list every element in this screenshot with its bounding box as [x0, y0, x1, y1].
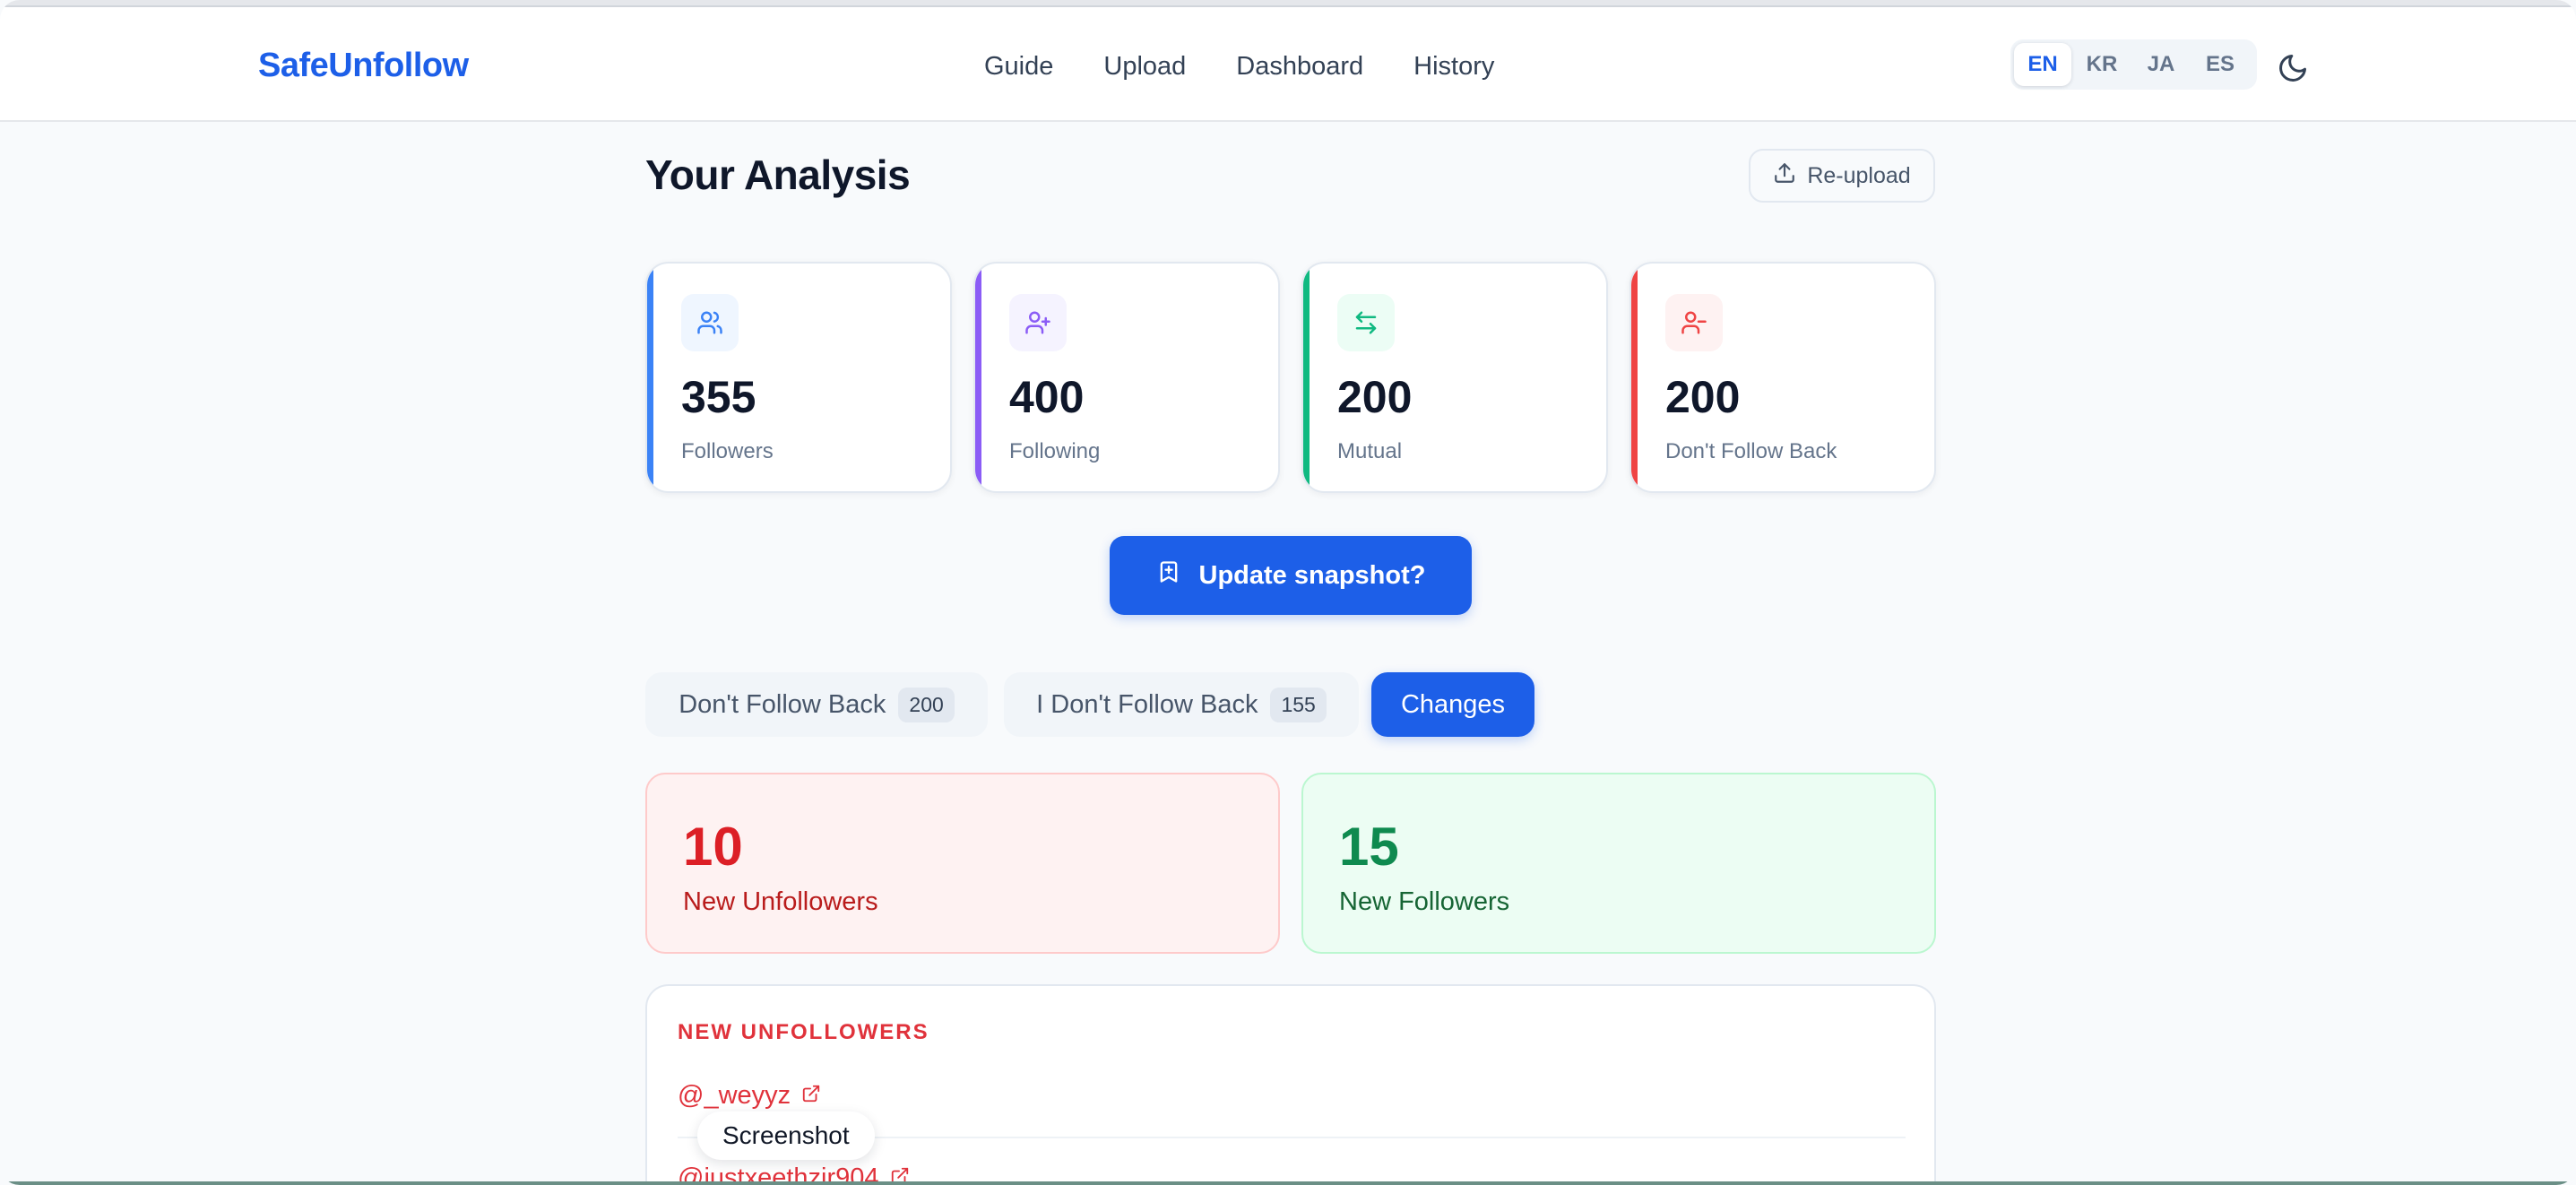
user-plus-icon [1009, 294, 1067, 351]
new-followers-card: 15 New Followers [1301, 773, 1936, 954]
nav-upload[interactable]: Upload [1103, 52, 1187, 81]
following-count: 400 [1009, 372, 1085, 422]
lang-es-button[interactable]: ES [2205, 52, 2235, 76]
tab-count-badge: 200 [898, 687, 955, 722]
arrows-swap-icon [1337, 294, 1395, 351]
lang-kr-button[interactable]: KR [2086, 52, 2118, 76]
update-snapshot-button[interactable]: Update snapshot? [1110, 536, 1472, 615]
followers-count: 355 [681, 372, 756, 422]
tab-changes[interactable]: Changes [1371, 672, 1534, 737]
upload-icon [1773, 161, 1796, 191]
tab-dont-follow-back[interactable]: Don't Follow Back 200 [645, 672, 988, 737]
user-minus-icon [1665, 294, 1723, 351]
reupload-label: Re-upload [1807, 162, 1911, 188]
tab-i-dont-follow-back[interactable]: I Don't Follow Back 155 [1004, 672, 1359, 737]
following-label: Following [1009, 439, 1101, 463]
list-heading: NEW UNFOLLOWERS [678, 1020, 929, 1044]
nav-history[interactable]: History [1413, 52, 1495, 81]
brand-logo[interactable]: SafeUnfollow [258, 47, 469, 84]
stat-card-dont-follow-back: 200 Don't Follow Back [1629, 262, 1936, 493]
stat-card-mutual: 200 Mutual [1301, 262, 1608, 493]
new-unfollowers-label: New Unfollowers [683, 887, 878, 916]
followers-label: Followers [681, 439, 774, 463]
tab-label: I Don't Follow Back [1036, 689, 1258, 719]
nav-dashboard[interactable]: Dashboard [1236, 52, 1364, 81]
moon-icon[interactable] [2277, 52, 2309, 84]
new-unfollowers-card: 10 New Unfollowers [645, 773, 1280, 954]
username-link[interactable]: @_weyyz [678, 1081, 791, 1110]
list-divider [678, 1137, 1906, 1138]
tab-count-badge: 155 [1270, 687, 1327, 722]
lang-en-button[interactable]: EN [2014, 43, 2071, 86]
reupload-button[interactable]: Re-upload [1749, 149, 1935, 203]
page-title: Your Analysis [645, 151, 911, 198]
language-switcher: EN KR JA ES [2010, 39, 2257, 90]
new-followers-count: 15 [1339, 817, 1399, 877]
top-navbar: SafeUnfollow Guide Upload Dashboard Hist… [0, 7, 2576, 122]
list-item[interactable]: @_weyyz [678, 1081, 821, 1111]
external-link-icon[interactable] [801, 1081, 821, 1111]
stat-card-following: 400 Following [973, 262, 1280, 493]
window-bottom-edge [0, 1181, 2576, 1185]
users-icon [681, 294, 739, 351]
stat-card-followers: 355 Followers [645, 262, 952, 493]
mutual-count: 200 [1337, 372, 1413, 422]
main-nav: Guide Upload Dashboard History [984, 52, 1494, 82]
bookmark-icon [1156, 559, 1181, 592]
new-unfollowers-count: 10 [683, 817, 743, 877]
screenshot-tooltip: Screenshot [697, 1111, 875, 1160]
mutual-label: Mutual [1337, 439, 1403, 463]
new-followers-label: New Followers [1339, 887, 1510, 916]
tab-label: Don't Follow Back [679, 689, 886, 719]
window-top-edge [0, 0, 2576, 7]
tab-label: Changes [1400, 689, 1506, 719]
nav-guide[interactable]: Guide [984, 52, 1054, 81]
dont-follow-back-label: Don't Follow Back [1665, 439, 1837, 463]
dont-follow-back-count: 200 [1665, 372, 1741, 422]
update-snapshot-label: Update snapshot? [1198, 560, 1426, 590]
lang-ja-button[interactable]: JA [2147, 52, 2175, 76]
